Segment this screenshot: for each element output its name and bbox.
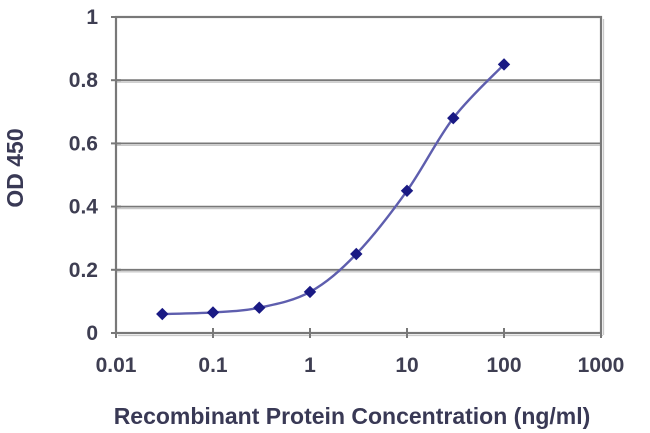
y-axis-title: OD 450 (2, 128, 28, 207)
axis-ticks (111, 16, 602, 338)
x-tick-label: 1 (304, 354, 316, 377)
data-point-diamond (156, 307, 169, 321)
x-tick-label: 0.1 (198, 354, 228, 377)
data-point-diamond (350, 247, 363, 261)
y-tick-label: 0.6 (69, 132, 98, 155)
tick-labels: 0.01 0.1 1 10 100 1000 0 0.2 0.4 0.6 0.8 1 (69, 6, 625, 377)
y-tick-label: 0 (86, 322, 98, 345)
data-point-diamond (253, 301, 266, 314)
data-point-diamond (303, 285, 317, 299)
data-point-diamond (497, 58, 511, 71)
series-line (161, 63, 506, 316)
x-tick-label: 10 (395, 354, 418, 377)
x-tick-label: 100 (486, 354, 521, 377)
x-axis-title: Recombinant Protein Concentration (ng/ml… (114, 403, 591, 429)
data-point-diamond (400, 184, 414, 198)
plot-border (114, 15, 605, 337)
plot-frame (114, 15, 603, 335)
gridlines (116, 79, 601, 273)
data-point-diamond (206, 306, 220, 319)
data-point-diamond (447, 111, 460, 125)
y-tick-label: 0.2 (69, 259, 98, 282)
y-tick-label: 1 (86, 6, 98, 29)
x-tick-label: 0.01 (96, 354, 137, 377)
y-tick-label: 0.8 (69, 69, 99, 92)
data-series (156, 58, 511, 321)
y-tick-label: 0.4 (69, 196, 99, 219)
x-tick-label: 1000 (578, 354, 625, 377)
